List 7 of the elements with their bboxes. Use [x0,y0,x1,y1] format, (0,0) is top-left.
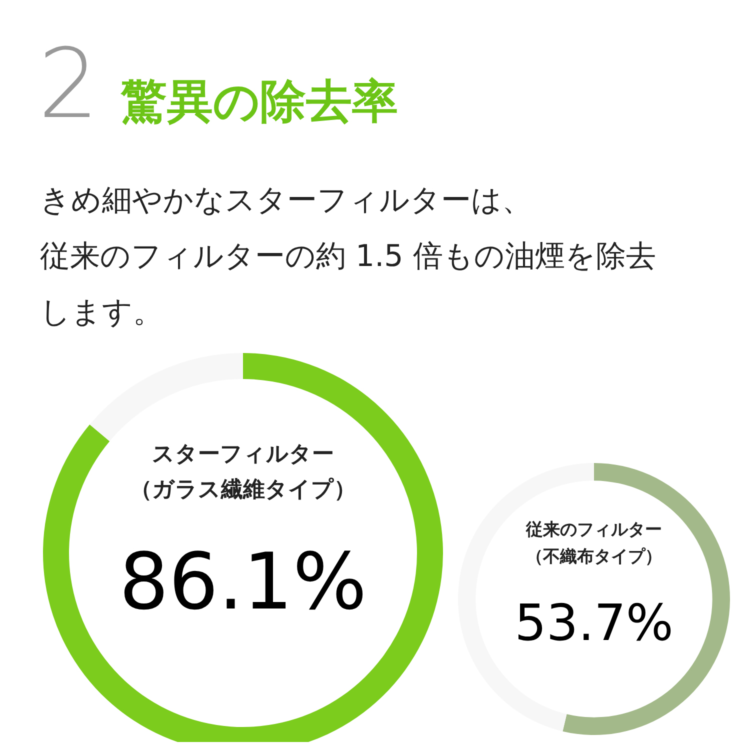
data-label: 53.7% [514,594,674,652]
text: 従来のフィルターの約 1.5 倍もの油煙を除去します。 [40,238,657,332]
chart-title: 2 驚異の除去率 [38,28,398,140]
data-label: 86.1% [119,537,367,628]
slice-label: 従来のフィルター（不織布タイプ） [525,520,662,568]
chart-subtitle: きめ細やかなスターフィルターは、 [40,182,532,220]
slice-label: スターフィルター（ガラス繊維タイプ） [130,442,356,502]
